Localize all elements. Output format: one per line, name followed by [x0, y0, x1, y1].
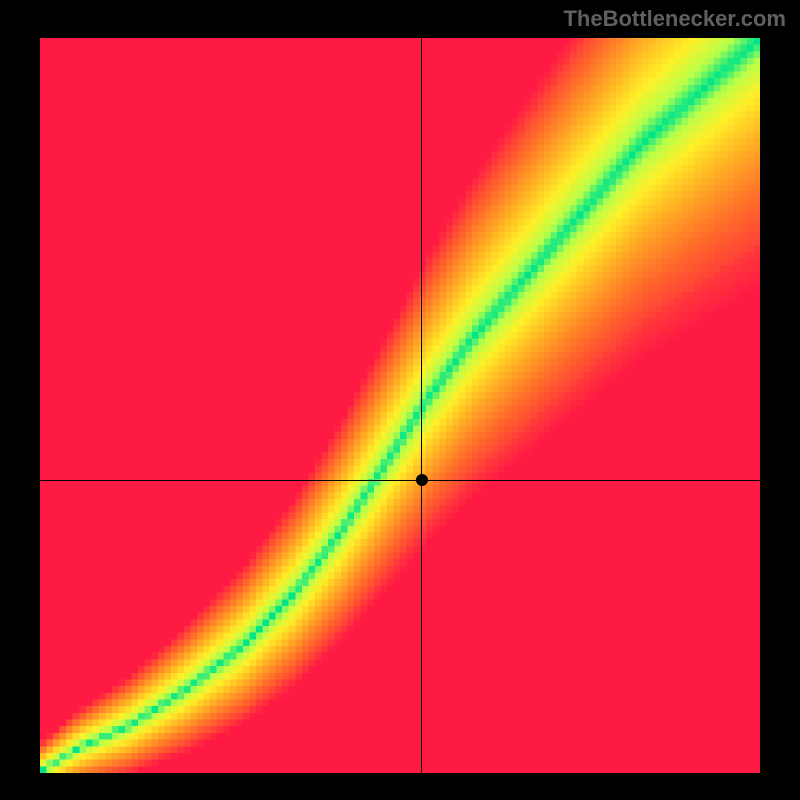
chart-container: TheBottlenecker.com: [0, 0, 800, 800]
watermark-text: TheBottlenecker.com: [563, 6, 786, 32]
crosshair-horizontal: [40, 480, 760, 481]
crosshair-vertical: [421, 38, 422, 773]
crosshair-marker: [416, 474, 428, 486]
bottleneck-heatmap: [40, 38, 760, 773]
